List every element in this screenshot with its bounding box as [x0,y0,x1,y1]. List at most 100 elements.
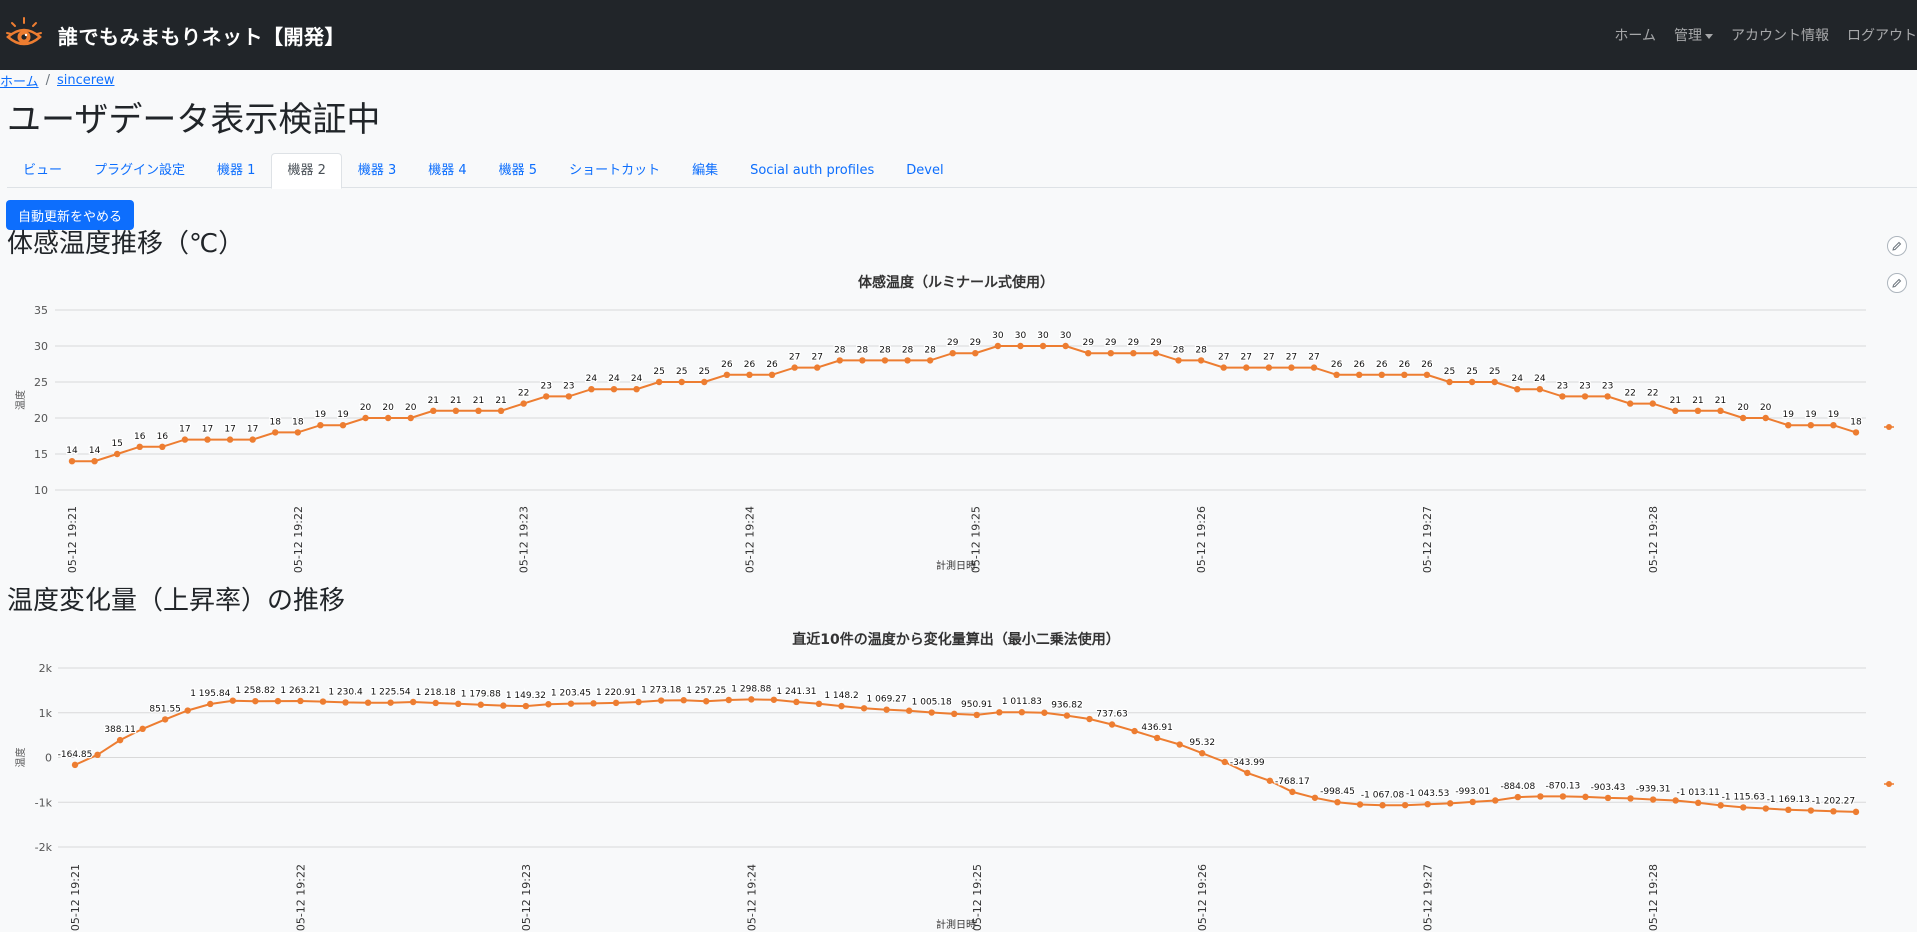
data-label: 27 [1241,353,1252,363]
data-point [1468,378,1476,386]
data-point [680,697,687,704]
eye-sun-icon [6,17,42,46]
data-label: 1 149.32 [506,691,546,701]
data-label: 26 [1421,360,1433,370]
x-tick-label: 05-12 19:21 [66,506,79,573]
data-point [1559,793,1567,800]
data-label: 15 [111,439,122,449]
data-label: 27 [811,353,822,363]
data-label: 23 [1602,381,1613,391]
data-label: -1 043.53 [1406,789,1449,799]
nav-admin-dropdown[interactable]: 管理 [1674,25,1713,45]
data-point [1310,364,1318,371]
x-axis-label: 計測日時 [936,559,976,572]
edit-section-button[interactable] [1887,236,1907,256]
data-point [1649,400,1656,407]
y-axis-label: 温度 [14,748,27,768]
data-label: 18 [270,417,282,427]
tab-item[interactable]: 機器 5 [498,163,538,178]
y-tick-label: 20 [34,412,48,425]
data-label: -164.85 [58,750,93,760]
data-point [1063,712,1071,719]
data-point [477,701,484,708]
nav-home-link[interactable]: ホーム [1614,28,1656,44]
data-point [612,699,620,707]
data-point [249,436,256,443]
data-point [1221,758,1228,766]
tab-item[interactable]: Devel [906,163,944,178]
data-label: -1 115.63 [1722,792,1765,802]
data-label: 1 218.18 [416,688,456,698]
data-label: 21 [450,396,461,406]
data-point [71,761,79,769]
tab-item[interactable]: 機器 2 [271,153,342,189]
data-point [1830,422,1837,429]
data-point [678,378,685,386]
data-point [1378,371,1385,378]
data-label: 26 [1399,360,1411,370]
data-point [339,422,347,429]
data-label: 28 [1173,345,1185,355]
data-label: 28 [902,345,914,355]
y-tick-label: 0 [45,752,52,765]
data-point [860,705,868,712]
tab-item[interactable]: プラグイン設定 [94,163,186,178]
data-point [1197,357,1205,364]
data-label: 29 [1150,338,1162,348]
tab-item[interactable]: 編集 [692,163,719,178]
tab-item[interactable]: 機器 1 [217,163,256,178]
x-tick-label: 05-12 19:26 [1196,864,1209,931]
pencil-icon [1892,278,1902,288]
data-point [748,696,755,703]
data-point [522,702,530,710]
data-point [1379,802,1386,809]
tab-bar: ビュー プラグイン設定 機器 1 機器 2 機器 3 機器 4 機器 5 ショートカット 編集 S… [7,153,1917,189]
data-point [294,429,302,436]
data-label: 26 [1376,360,1388,370]
data-point [319,698,327,705]
tab-item[interactable]: 機器 3 [357,163,397,178]
page-title: ユーザデータ表示検証中 [7,100,381,140]
data-label: 1 220.91 [596,688,636,698]
data-label: 1 273.18 [641,686,681,696]
navbar: 誰でもみまもりネット【開発】 ホーム 管理 アカウント情報 ログアウト [0,0,1917,70]
data-point [1649,796,1657,803]
data-label: 17 [202,425,213,435]
data-label: 25 [1489,367,1500,377]
stop-auto-refresh-button[interactable]: 自動更新をやめる [6,200,135,230]
data-point [136,443,143,450]
series-marker-icon [1884,424,1894,430]
tab-item[interactable]: 機器 4 [428,163,467,178]
breadcrumb-home-link[interactable]: ホーム [0,75,39,90]
data-label: 26 [721,360,733,370]
data-point [1537,793,1544,800]
data-label: 28 [924,345,936,355]
data-label: 23 [1579,381,1590,391]
data-point [1289,788,1296,796]
data-label: 1 258.82 [235,686,275,696]
data-point [1085,350,1092,357]
data-point [905,707,913,714]
brand[interactable]: 誰でもみまもりネット【開発】 [4,15,345,55]
data-label: 23 [1557,381,1568,391]
data-point [567,700,575,707]
data-label: 27 [789,353,800,363]
nav-logout-link[interactable]: ログアウト [1847,28,1917,44]
data-label: 29 [947,338,959,348]
data-point [1131,727,1138,735]
data-label: -1 067.08 [1361,790,1405,800]
data-point [1086,715,1093,723]
data-point [590,700,597,707]
tab-item[interactable]: Social auth profiles [750,163,875,178]
data-point [1807,422,1815,429]
data-point [1130,350,1137,357]
data-point [746,371,753,378]
breadcrumb-current-link[interactable]: sincerew [57,73,115,88]
tab-item[interactable]: ビュー [23,163,63,178]
data-label: 24 [608,374,620,384]
data-point [407,414,414,422]
tab-item[interactable]: ショートカット [569,163,661,178]
edit-chart-button[interactable] [1887,273,1907,293]
nav-account-link[interactable]: アカウント情報 [1731,28,1829,44]
data-label: 16 [134,432,146,442]
